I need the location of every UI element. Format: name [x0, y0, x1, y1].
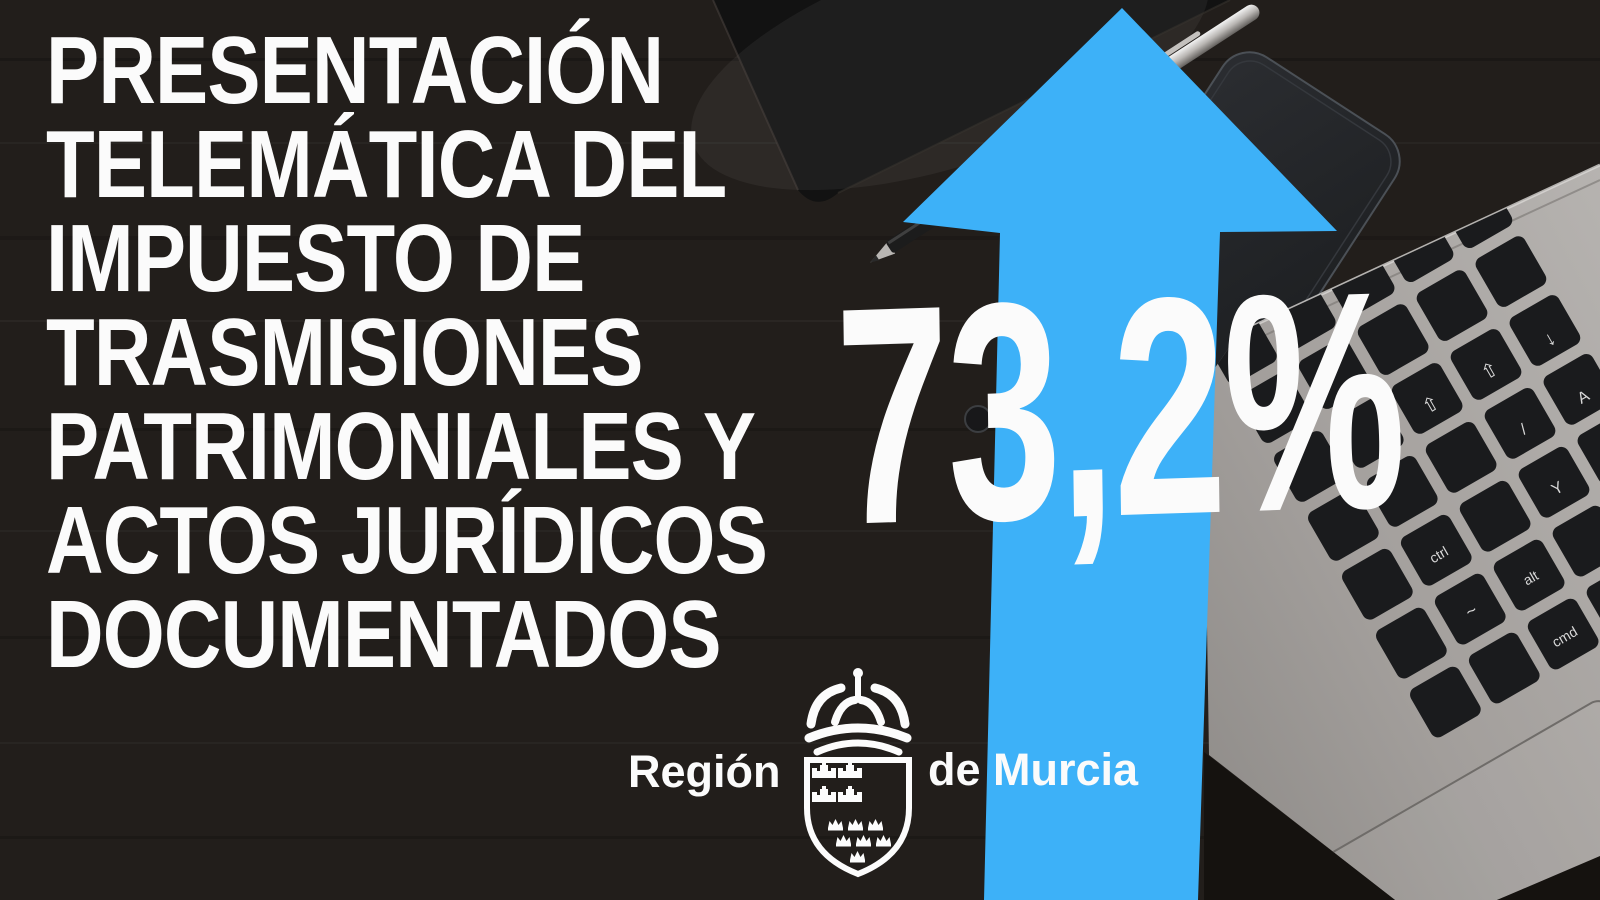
keyboard-key: [1475, 236, 1547, 307]
keyboard-key: [1552, 505, 1600, 577]
keyboard-key: [1274, 431, 1345, 502]
keyboard-key: [1366, 456, 1438, 527]
keyboard-key: [1493, 539, 1565, 611]
keyboard-key: [1425, 422, 1497, 493]
keyboard-key: [1468, 632, 1540, 704]
keyboard-keys: ctrl ~ alt cmd ⌘ / Y A ⇧ ⇧ ↓: [1206, 177, 1600, 738]
keyboard-key: [1410, 666, 1481, 738]
headline-line: PRESENTACIÓN: [46, 17, 664, 124]
headline-line: DOCUMENTADOS: [46, 581, 722, 688]
keyboard-key: [1518, 446, 1590, 518]
statistic-value: 73,2%: [833, 225, 1406, 590]
keyboard-key: [1376, 607, 1447, 679]
keyboard-key: [1308, 490, 1379, 561]
desk-shadow-corner: [1497, 856, 1600, 900]
keyboard-key: [1509, 295, 1581, 366]
keyboard-key: [1416, 270, 1488, 341]
wood-knot: [964, 405, 992, 433]
keyboard-key: [1298, 338, 1370, 409]
key-alt-label: alt: [1520, 567, 1541, 588]
headline-line: PATRIMONIALES Y: [46, 393, 756, 500]
keyboard-key: [1527, 598, 1599, 670]
keyboard-key: [1400, 514, 1472, 586]
laptop: ctrl ~ alt cmd ⌘ / Y A ⇧ ⇧ ↓: [1204, 163, 1600, 900]
keyboard-key: [1543, 354, 1600, 425]
murcia-coat-of-arms-icon: [804, 668, 912, 878]
headline-line: TRASMISIONES: [46, 299, 643, 406]
keyboard-key: [1342, 548, 1413, 620]
keyboard-key: [1357, 304, 1429, 375]
keyboard-key: [1434, 573, 1506, 645]
headline-line: ACTOS JURÍDICOS: [46, 487, 768, 594]
keyboard-key: [1240, 372, 1311, 443]
logo-text-region: Región: [628, 746, 781, 797]
logo-text-de-murcia: de Murcia: [928, 744, 1139, 795]
keyboard-key: [1450, 329, 1522, 400]
keyboard-key: [1459, 480, 1531, 552]
desk-shadow-left-of-laptop: [1204, 752, 1395, 900]
headline-line: TELEMÁTICA DEL: [46, 111, 727, 218]
keyboard-key: [1332, 397, 1404, 468]
headline-line: IMPUESTO DE: [46, 205, 585, 312]
headline: PRESENTACIÓN TELEMÁTICA DEL IMPUESTO DE …: [46, 17, 768, 688]
keyboard-key: [1577, 412, 1600, 484]
keyboard-key: [1484, 388, 1556, 459]
keyboard-key: [1391, 363, 1463, 434]
